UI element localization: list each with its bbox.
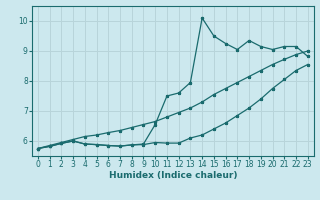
X-axis label: Humidex (Indice chaleur): Humidex (Indice chaleur): [108, 171, 237, 180]
